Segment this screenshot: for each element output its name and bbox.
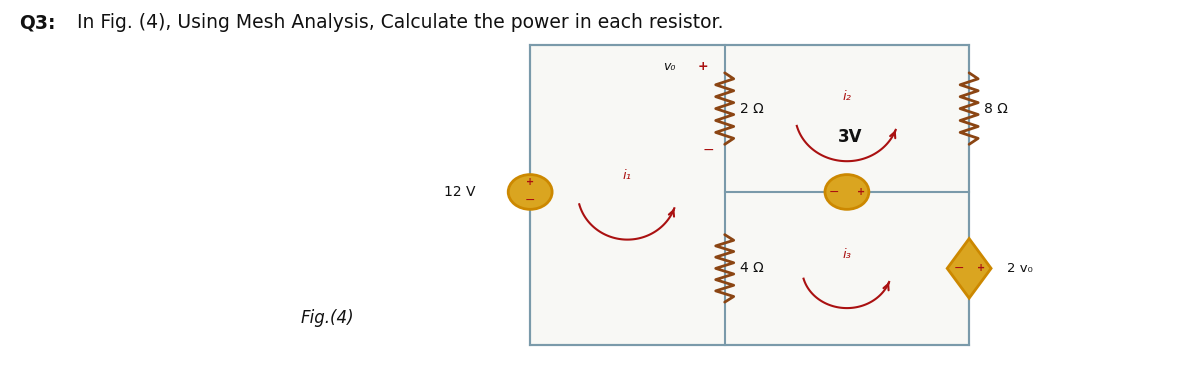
Text: −: −: [524, 194, 535, 208]
Text: −: −: [829, 186, 839, 199]
Text: +: +: [526, 177, 534, 187]
Text: +: +: [697, 60, 708, 73]
Text: −: −: [703, 143, 714, 157]
Text: i₃: i₃: [842, 248, 852, 261]
Text: i₁: i₁: [623, 169, 632, 182]
Text: Fig.(4): Fig.(4): [301, 309, 354, 327]
Text: −: −: [954, 262, 965, 275]
Text: 4 Ω: 4 Ω: [739, 261, 763, 275]
Text: 12 V: 12 V: [444, 185, 475, 199]
Text: +: +: [857, 187, 865, 197]
Text: In Fig. (4), Using Mesh Analysis, Calculate the power in each resistor.: In Fig. (4), Using Mesh Analysis, Calcul…: [71, 13, 724, 32]
Text: Q3:: Q3:: [19, 13, 56, 32]
Ellipse shape: [509, 175, 552, 209]
Text: v₀: v₀: [662, 60, 676, 73]
Text: 3V: 3V: [838, 128, 862, 146]
Text: +: +: [977, 263, 985, 273]
Text: 8 Ω: 8 Ω: [984, 102, 1008, 116]
Polygon shape: [947, 239, 991, 298]
Text: i₂: i₂: [842, 91, 852, 103]
Text: 2 Ω: 2 Ω: [739, 102, 763, 116]
Bar: [530, 45, 970, 345]
Text: 2 v₀: 2 v₀: [1007, 262, 1033, 275]
Ellipse shape: [824, 175, 869, 209]
